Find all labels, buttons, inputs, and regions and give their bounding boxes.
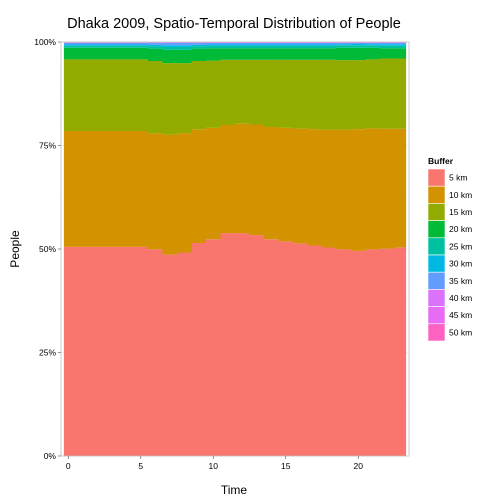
area-series-10-km [63,123,407,255]
y-tick-label: 100% [34,37,56,47]
legend-key-10-km [427,185,446,204]
legend-key-50-km [427,323,446,342]
legend-label: 15 km [449,207,472,217]
chart-title: Dhaka 2009, Spatio-Temporal Distribution… [67,16,401,32]
y-tick-label: 25% [39,348,56,358]
legend-label: 50 km [449,327,472,337]
legend-label: 30 km [449,259,472,269]
y-axis: 0% 25% 50% 75% 100% [34,37,61,461]
y-tick-label: 0% [44,451,57,461]
legend-key-30-km [427,254,446,273]
x-tick-label: 15 [281,461,291,471]
plot-areas [63,42,407,456]
legend-label: 5 km [449,173,467,183]
y-tick-label: 50% [39,244,56,254]
legend-label: 20 km [449,224,472,234]
x-tick-label: 0 [66,461,71,471]
legend-key-20-km [427,220,446,239]
y-axis-title: People [8,230,22,268]
area-series-35-km [63,42,407,46]
legend-key-35-km [427,271,446,290]
area-series-25-km [63,45,407,50]
legend-key-15-km [427,203,446,221]
legend-label: 40 km [449,293,472,303]
area-series-20-km [63,47,407,64]
legend-label: 25 km [449,241,472,251]
x-tick-label: 5 [138,461,143,471]
legend-title: Buffer [428,156,454,166]
legend-label: 35 km [449,276,472,286]
legend-key-40-km [427,289,446,307]
legend-key-45-km [427,306,446,325]
legend-label: 45 km [449,310,472,320]
y-tick-label: 75% [39,141,56,151]
legend: Buffer 5 km 10 km 15 km 20 km 25 km 30 km 35 k… [427,156,472,342]
x-axis: 0 5 10 15 20 [66,456,363,471]
legend-key-5-km [427,168,446,187]
x-tick-label: 10 [209,461,219,471]
area-series-5-km [63,233,407,456]
legend-label: 10 km [449,190,472,200]
x-tick-label: 20 [354,461,364,471]
area-series-15-km [63,58,407,135]
x-axis-title: Time [221,483,248,497]
legend-key-25-km [427,237,446,256]
area-series-30-km [63,44,407,47]
